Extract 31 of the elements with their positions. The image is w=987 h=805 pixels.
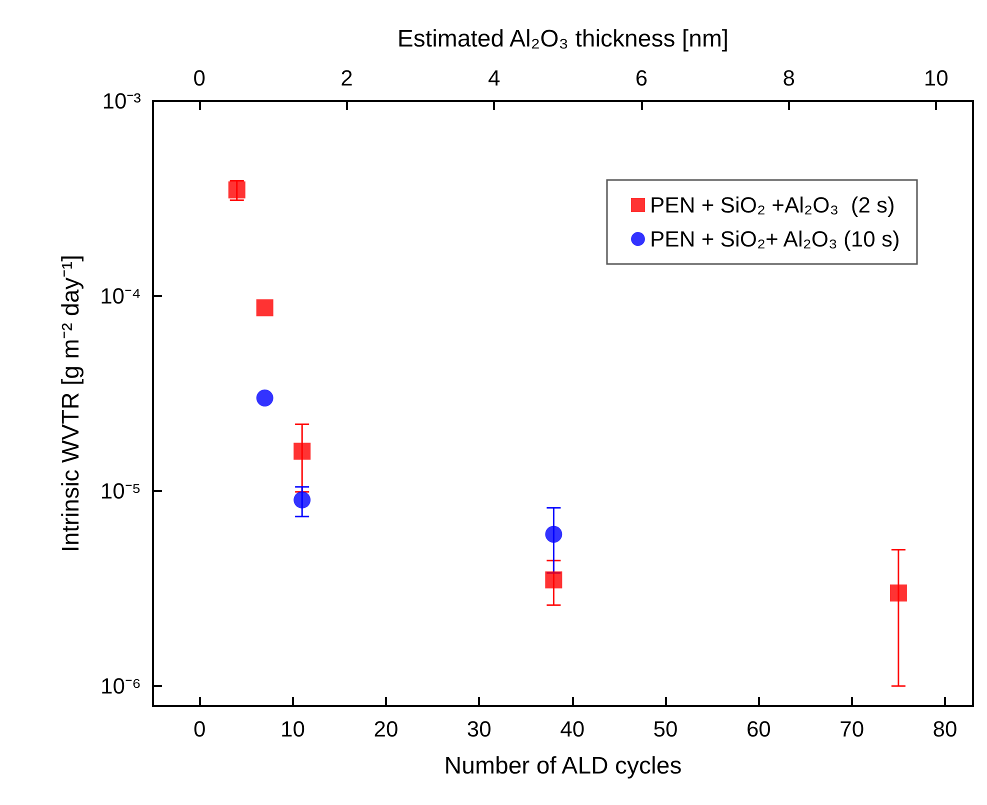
x-tick-label: 0 — [193, 716, 206, 742]
x-tick-label: 60 — [746, 716, 771, 742]
x2-tick-label: 2 — [340, 66, 353, 90]
x2-axis-title: Estimated Al₂O₃ thickness [nm] — [397, 26, 729, 52]
point — [890, 584, 907, 602]
x-tick-label: 80 — [932, 716, 958, 742]
y-tick-label: 10⁻⁵ — [100, 478, 141, 504]
legend-label: PEN + SiO₂ +Al₂O₃ (2 s) — [650, 192, 895, 218]
point — [545, 526, 562, 543]
x2-tick-label: 10 — [924, 66, 948, 90]
x-tick-label: 50 — [653, 716, 678, 742]
point — [256, 389, 274, 406]
x2-tick-label: 0 — [193, 66, 206, 90]
x-tick-label: 30 — [466, 716, 492, 742]
y-axis-title: Intrinsic WVTR [g m⁻² day⁻¹] — [58, 254, 84, 552]
point — [545, 571, 562, 588]
x-tick-label: 20 — [374, 716, 398, 742]
point — [294, 491, 311, 508]
legend-label: PEN + SiO₂+ Al₂O₃ (10 s) — [650, 226, 900, 252]
y-tick-label: 10⁻³ — [102, 88, 141, 114]
x2-tick-label: 6 — [635, 66, 648, 90]
x2-tick-label: 8 — [782, 66, 795, 90]
x-axis-title: Number of ALD cycles — [444, 752, 682, 780]
x-tick-label: 70 — [840, 716, 864, 742]
y-tick-label: 10⁻⁶ — [100, 674, 141, 699]
x-tick-label: 40 — [560, 716, 585, 742]
x-tick-label: 10 — [280, 716, 306, 742]
y-tick-label: 10⁻⁴ — [100, 284, 141, 309]
point — [294, 442, 311, 460]
x2-tick-label: 4 — [488, 66, 500, 90]
point — [256, 299, 274, 316]
